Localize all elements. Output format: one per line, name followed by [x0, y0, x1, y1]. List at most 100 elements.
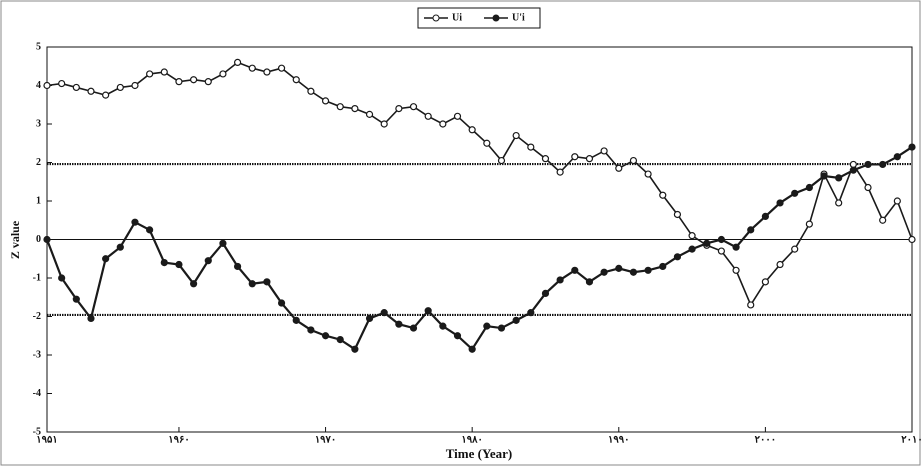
- data-point: [615, 264, 623, 272]
- data-point: [483, 139, 491, 147]
- y-tick-label: 5: [36, 41, 41, 52]
- x-tick-label: ۱۹۸۰: [461, 434, 482, 445]
- data-point: [673, 210, 682, 219]
- data-point: [541, 155, 550, 163]
- data-point: [805, 183, 813, 192]
- data-point: [248, 280, 256, 288]
- y-tick-label: -4: [33, 388, 41, 399]
- data-point: [146, 226, 154, 234]
- data-point: [600, 147, 608, 155]
- data-point: [204, 78, 212, 86]
- data-point: [849, 160, 857, 169]
- data-point: [336, 336, 344, 344]
- data-point: [659, 191, 667, 199]
- data-point: [439, 120, 447, 128]
- data-point: [893, 197, 901, 205]
- data-point: [248, 64, 256, 72]
- data-point: [424, 112, 432, 120]
- data-point: [321, 97, 330, 105]
- data-point: [351, 104, 359, 113]
- data-point: [497, 156, 506, 165]
- data-point: [556, 168, 564, 176]
- data-point: [879, 160, 887, 169]
- data-point: [116, 243, 124, 251]
- data-point: [102, 255, 110, 263]
- data-point: [409, 103, 418, 111]
- y-tick-label: -3: [33, 349, 41, 360]
- data-point: [307, 326, 315, 334]
- data-point: [175, 260, 183, 269]
- data-point: [131, 81, 139, 90]
- data-point: [321, 332, 330, 340]
- data-point: [805, 220, 813, 228]
- data-point: [879, 216, 887, 224]
- data-point: [395, 104, 403, 113]
- data-point: [380, 309, 388, 317]
- data-point: [864, 183, 872, 192]
- data-point: [58, 79, 66, 88]
- data-point: [131, 218, 139, 226]
- data-point: [307, 87, 315, 95]
- data-point: [351, 345, 359, 353]
- data-point: [585, 278, 594, 286]
- data-point: [629, 156, 638, 165]
- data-point: [292, 316, 300, 324]
- data-point: [688, 245, 696, 253]
- data-point: [835, 199, 843, 207]
- legend: [417, 7, 541, 29]
- data-point: [791, 189, 799, 197]
- data-point: [644, 170, 652, 178]
- data-point: [116, 83, 124, 92]
- data-point: [497, 324, 506, 332]
- data-point: [380, 120, 388, 128]
- data-point: [761, 278, 769, 286]
- data-point: [190, 280, 198, 288]
- data-point: [483, 322, 491, 330]
- data-point: [571, 153, 579, 161]
- data-point: [336, 103, 344, 111]
- data-point: [160, 259, 168, 267]
- data-point: [835, 174, 843, 182]
- data-point: [468, 345, 476, 353]
- data-point: [703, 239, 711, 247]
- legend-marker: [492, 14, 500, 22]
- data-point: [512, 131, 520, 140]
- y-tick-label: -5: [33, 426, 41, 437]
- data-point: [424, 307, 432, 315]
- legend-label: Ui: [452, 12, 462, 23]
- data-point: [87, 87, 95, 95]
- y-tick-label: -2: [33, 311, 41, 322]
- legend-label: U'i: [512, 12, 525, 23]
- data-point: [72, 295, 80, 303]
- y-tick-label: 4: [36, 80, 41, 91]
- data-point: [629, 268, 638, 276]
- data-point: [204, 257, 212, 265]
- data-point: [277, 299, 286, 307]
- data-point: [292, 76, 300, 84]
- data-point: [453, 332, 462, 340]
- data-point: [791, 245, 799, 253]
- y-axis-label: Z value: [8, 220, 22, 259]
- data-point: [512, 316, 520, 324]
- data-point: [908, 235, 916, 244]
- data-point: [688, 232, 696, 240]
- data-point: [717, 235, 726, 244]
- data-point: [58, 274, 66, 282]
- data-point: [717, 247, 726, 255]
- data-point: [219, 70, 227, 78]
- x-axis-label: Time (Year): [446, 446, 513, 461]
- data-point: [864, 160, 872, 169]
- legend-marker: [432, 14, 440, 22]
- data-point: [732, 243, 740, 251]
- data-point: [263, 278, 271, 286]
- data-point: [233, 58, 242, 67]
- data-point: [615, 164, 623, 172]
- x-tick-label: ۲۰۱۰: [901, 434, 921, 445]
- data-point: [102, 91, 110, 99]
- data-point: [673, 253, 682, 261]
- data-point: [468, 126, 476, 134]
- data-point: [600, 268, 608, 276]
- data-point: [43, 235, 51, 244]
- data-point: [527, 309, 535, 317]
- x-tick-label: ۲۰۰۰: [755, 434, 776, 445]
